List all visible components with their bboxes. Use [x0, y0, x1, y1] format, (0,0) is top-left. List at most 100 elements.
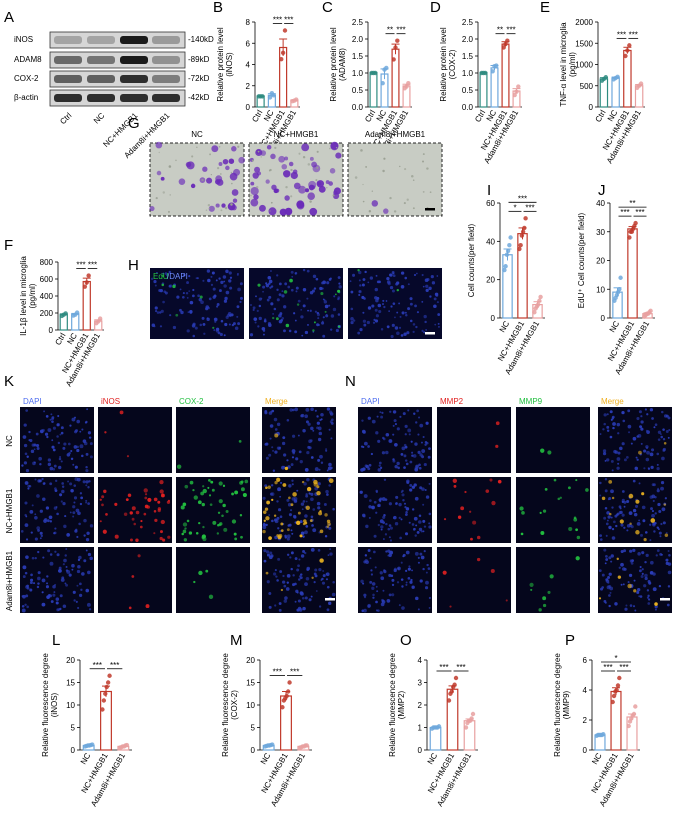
- cell: [398, 502, 402, 507]
- cell: [72, 511, 76, 515]
- cell: [603, 413, 607, 417]
- cell: [144, 493, 148, 496]
- cell: [326, 187, 328, 189]
- cell: [145, 604, 150, 609]
- cell: [209, 153, 212, 156]
- cell: [58, 566, 62, 570]
- data-point: [63, 311, 68, 316]
- cell: [262, 525, 267, 530]
- cell: [88, 436, 92, 439]
- cell: [312, 528, 317, 533]
- cell: [392, 274, 396, 278]
- cell: [328, 484, 331, 487]
- cell: [476, 535, 481, 540]
- micrograph: [437, 547, 511, 613]
- cell: [189, 310, 193, 314]
- cell: [641, 551, 645, 555]
- cell: [263, 510, 267, 514]
- cell: [630, 562, 634, 565]
- cell: [547, 450, 552, 455]
- cell: [401, 585, 404, 588]
- cell: [162, 275, 164, 277]
- cell: [363, 596, 367, 599]
- y-axis-label: (ADAM8): [338, 48, 347, 81]
- cell: [417, 561, 420, 564]
- cell: [599, 494, 602, 497]
- cell: [239, 300, 242, 304]
- cell: [77, 565, 81, 569]
- cell: [363, 608, 367, 613]
- cell: [604, 562, 607, 565]
- significance-label: ***: [93, 661, 102, 670]
- cell: [660, 480, 665, 485]
- cell: [404, 311, 407, 314]
- cell: [223, 280, 226, 283]
- cell: [573, 517, 578, 522]
- cell: [99, 498, 102, 501]
- cell: [324, 310, 327, 313]
- cell: [315, 590, 318, 592]
- cell: [381, 411, 384, 414]
- cell: [433, 304, 437, 309]
- cell: [401, 311, 405, 315]
- cell: [668, 429, 671, 432]
- cell: [304, 187, 306, 190]
- y-tick-label: 2: [418, 701, 423, 710]
- cell: [205, 569, 209, 573]
- cell: [398, 604, 401, 607]
- cell: [411, 485, 415, 489]
- cell: [305, 407, 310, 412]
- cell: [218, 523, 222, 527]
- cell: [627, 424, 632, 429]
- cell: [155, 141, 163, 149]
- cell: [74, 465, 78, 469]
- x-tick-label: NC: [79, 751, 93, 766]
- cell: [176, 464, 182, 469]
- cell: [389, 410, 392, 413]
- data-point: [610, 699, 615, 705]
- cell: [337, 313, 341, 316]
- cell: [281, 316, 285, 320]
- row-label: Adam8i+HMGB1: [5, 550, 14, 611]
- cell: [325, 489, 329, 494]
- cell: [428, 522, 431, 525]
- cell: [56, 512, 59, 516]
- cell: [645, 457, 650, 462]
- cell: [293, 312, 296, 315]
- cell: [87, 502, 90, 505]
- data-point: [503, 41, 508, 47]
- cell: [400, 271, 405, 275]
- cell: [161, 283, 165, 287]
- cell: [641, 572, 644, 575]
- micrograph: [149, 142, 245, 217]
- cell: [249, 333, 254, 337]
- cell: [75, 508, 80, 513]
- cell: [199, 295, 203, 299]
- cell: [415, 524, 418, 527]
- cell: [196, 277, 199, 280]
- y-tick-label: 1000: [575, 61, 593, 70]
- cell: [411, 174, 414, 178]
- cell: [627, 581, 630, 584]
- cell: [614, 514, 618, 518]
- cell: [67, 533, 70, 536]
- cell: [396, 427, 400, 431]
- cell: [236, 273, 239, 276]
- cell: [300, 315, 304, 319]
- cell: [295, 286, 299, 290]
- cell: [271, 184, 277, 191]
- cell: [72, 463, 75, 466]
- cell: [26, 584, 30, 588]
- cell: [438, 325, 440, 328]
- significance-label: ***: [506, 26, 515, 35]
- cell: [49, 466, 54, 471]
- cell: [55, 601, 59, 605]
- cell: [312, 329, 315, 332]
- cell: [317, 506, 321, 510]
- cell: [405, 581, 408, 584]
- y-tick-label: 10: [596, 285, 605, 294]
- cell: [647, 580, 651, 584]
- cell: [164, 291, 168, 295]
- x-tick-label: NC: [426, 751, 440, 766]
- cell: [376, 415, 379, 418]
